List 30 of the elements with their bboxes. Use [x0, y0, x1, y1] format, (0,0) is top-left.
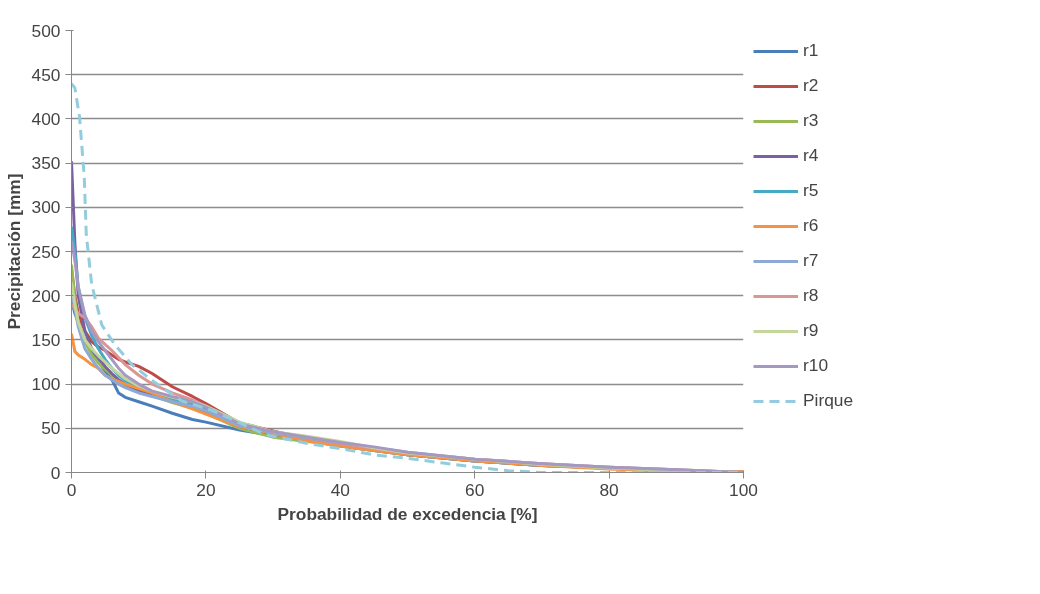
legend-label: Pirque [803, 390, 854, 411]
legend-label: r6 [803, 215, 820, 236]
y-tick-label: 400 [31, 108, 61, 129]
x-tick-label: 80 [599, 479, 619, 500]
y-tick-label: 150 [31, 329, 61, 350]
legend-label: r2 [803, 75, 820, 96]
y-axis-title: Precipitación [mm] [3, 173, 24, 330]
y-tick-label: 350 [31, 153, 61, 174]
legend-label: r7 [803, 250, 820, 271]
legend-label: r8 [803, 285, 820, 306]
x-tick-label: 60 [465, 479, 485, 500]
legend-label: r10 [803, 355, 829, 376]
legend-label: r9 [803, 320, 820, 341]
x-tick-label: 0 [66, 479, 77, 500]
y-tick-label: 300 [31, 197, 61, 218]
x-tick-label: 40 [330, 479, 350, 500]
y-tick-label: 450 [31, 64, 61, 85]
legend-label: r5 [803, 180, 820, 201]
legend-label: r3 [803, 110, 820, 131]
x-axis-title: Probabilidad de excedencia [%] [277, 503, 538, 524]
y-tick-label: 0 [50, 462, 61, 483]
x-tick-label: 20 [196, 479, 216, 500]
y-tick-label: 200 [31, 285, 61, 306]
y-tick-label: 100 [31, 374, 61, 395]
y-tick-label: 500 [31, 20, 61, 41]
y-tick-label: 50 [41, 418, 61, 439]
y-tick-label: 250 [31, 241, 61, 262]
legend-label: r1 [803, 40, 820, 61]
legend-label: r4 [803, 145, 820, 166]
x-tick-label: 100 [729, 479, 758, 500]
